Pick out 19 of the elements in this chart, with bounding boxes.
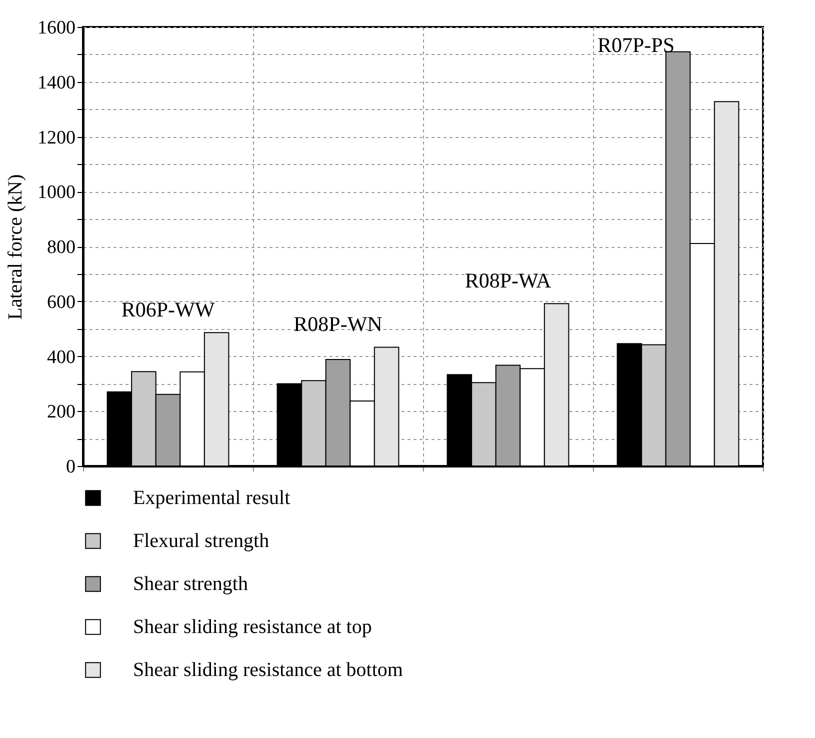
y-tick-label: 800 — [47, 237, 76, 258]
x-tick-label: R07P-PS — [597, 33, 675, 57]
x-tick-label: R08P-WA — [464, 268, 552, 293]
y-tick-label: 1400 — [38, 72, 76, 94]
legend-label: Experimental result — [133, 487, 291, 509]
legend-label: Flexural strength — [133, 530, 270, 552]
legend-label: Shear sliding resistance at bottom — [133, 659, 404, 681]
y-tick-label: 1000 — [38, 182, 76, 204]
y-tick-label: 0 — [66, 456, 76, 478]
legend-label: Shear sliding resistance at top — [133, 616, 372, 638]
y-axis-title: Lateral force (kN) — [4, 174, 26, 320]
legend-label: Shear strength — [133, 573, 248, 595]
y-tick-label: 600 — [47, 292, 76, 313]
y-tick-label: 1200 — [38, 127, 76, 148]
y-tick-label: 1600 — [38, 18, 76, 38]
y-tick-label: 200 — [47, 402, 76, 423]
x-tick-label: R08P-WN — [294, 312, 382, 336]
y-tick-label: 400 — [47, 346, 76, 368]
x-tick-label: R06P-WW — [121, 298, 215, 322]
